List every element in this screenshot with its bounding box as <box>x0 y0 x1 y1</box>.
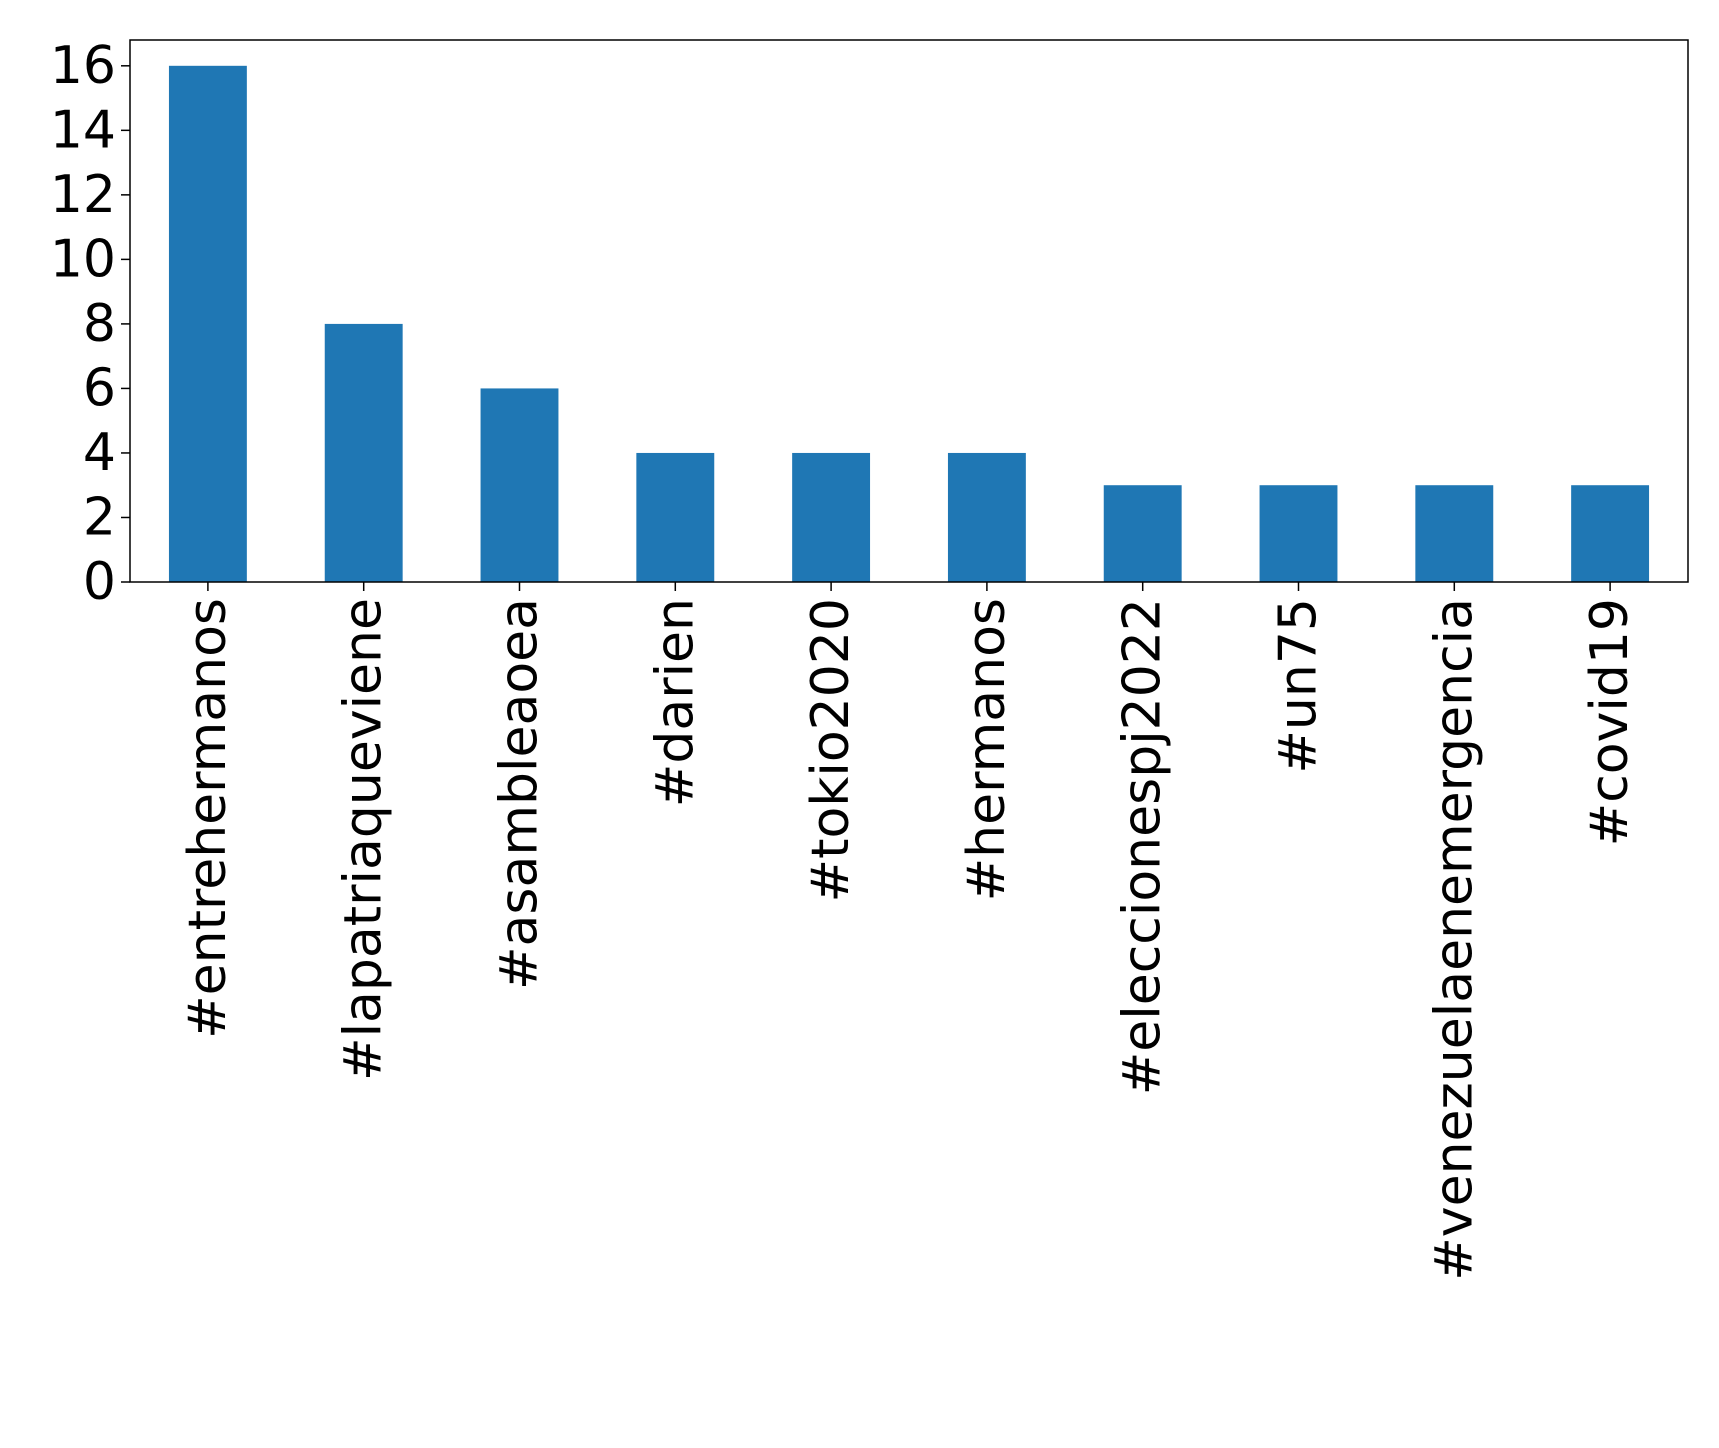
y-tick-label: 10 <box>50 229 116 289</box>
x-tick-label-un75: #un75 <box>1269 598 1329 774</box>
plot-frame <box>129 39 1689 583</box>
x-tick-label-asambleaoea: #asambleaoea <box>490 598 550 990</box>
bar-lapatriaqueviene <box>324 323 403 582</box>
y-tick-label: 14 <box>50 100 116 160</box>
bar-venezuelaenemergencia <box>1415 485 1494 582</box>
y-tick-label: 4 <box>83 423 116 483</box>
x-tick-label-hermanos: #hermanos <box>957 598 1017 901</box>
bar-un75 <box>1259 485 1338 582</box>
bar-eleccionespj2022 <box>1103 485 1182 582</box>
x-tick-label-venezuelaenemergencia: #venezuelaenemergencia <box>1424 598 1484 1281</box>
bar-tokio2020 <box>792 452 871 582</box>
x-axis-ticks: #entrehermanos #lapatriaqueviene #asamblea… <box>178 582 1640 1281</box>
bar-darien <box>636 452 715 582</box>
bar-hermanos <box>947 452 1026 582</box>
x-tick-label-covid19: #covid19 <box>1580 598 1640 846</box>
x-tick-label-tokio2020: #tokio2020 <box>801 598 861 902</box>
y-tick-label: 0 <box>83 552 116 612</box>
x-tick-label-lapatriaqueviene: #lapatriaqueviene <box>334 598 394 1081</box>
bar-entrehermanos <box>168 65 247 583</box>
bar-asambleaoea <box>480 388 559 582</box>
x-tick-label-entrehermanos: #entrehermanos <box>178 598 238 1039</box>
bars-group <box>168 65 1650 583</box>
y-tick-label: 12 <box>50 165 116 225</box>
y-tick-label: 6 <box>83 358 116 418</box>
bar-covid19 <box>1571 485 1650 582</box>
x-tick-label-darien: #darien <box>645 598 705 807</box>
y-tick-label: 2 <box>83 487 116 547</box>
y-tick-label: 8 <box>83 294 116 354</box>
y-tick-label: 16 <box>50 36 116 96</box>
x-tick-label-eleccionespj2022: #eleccionespj2022 <box>1113 598 1173 1095</box>
